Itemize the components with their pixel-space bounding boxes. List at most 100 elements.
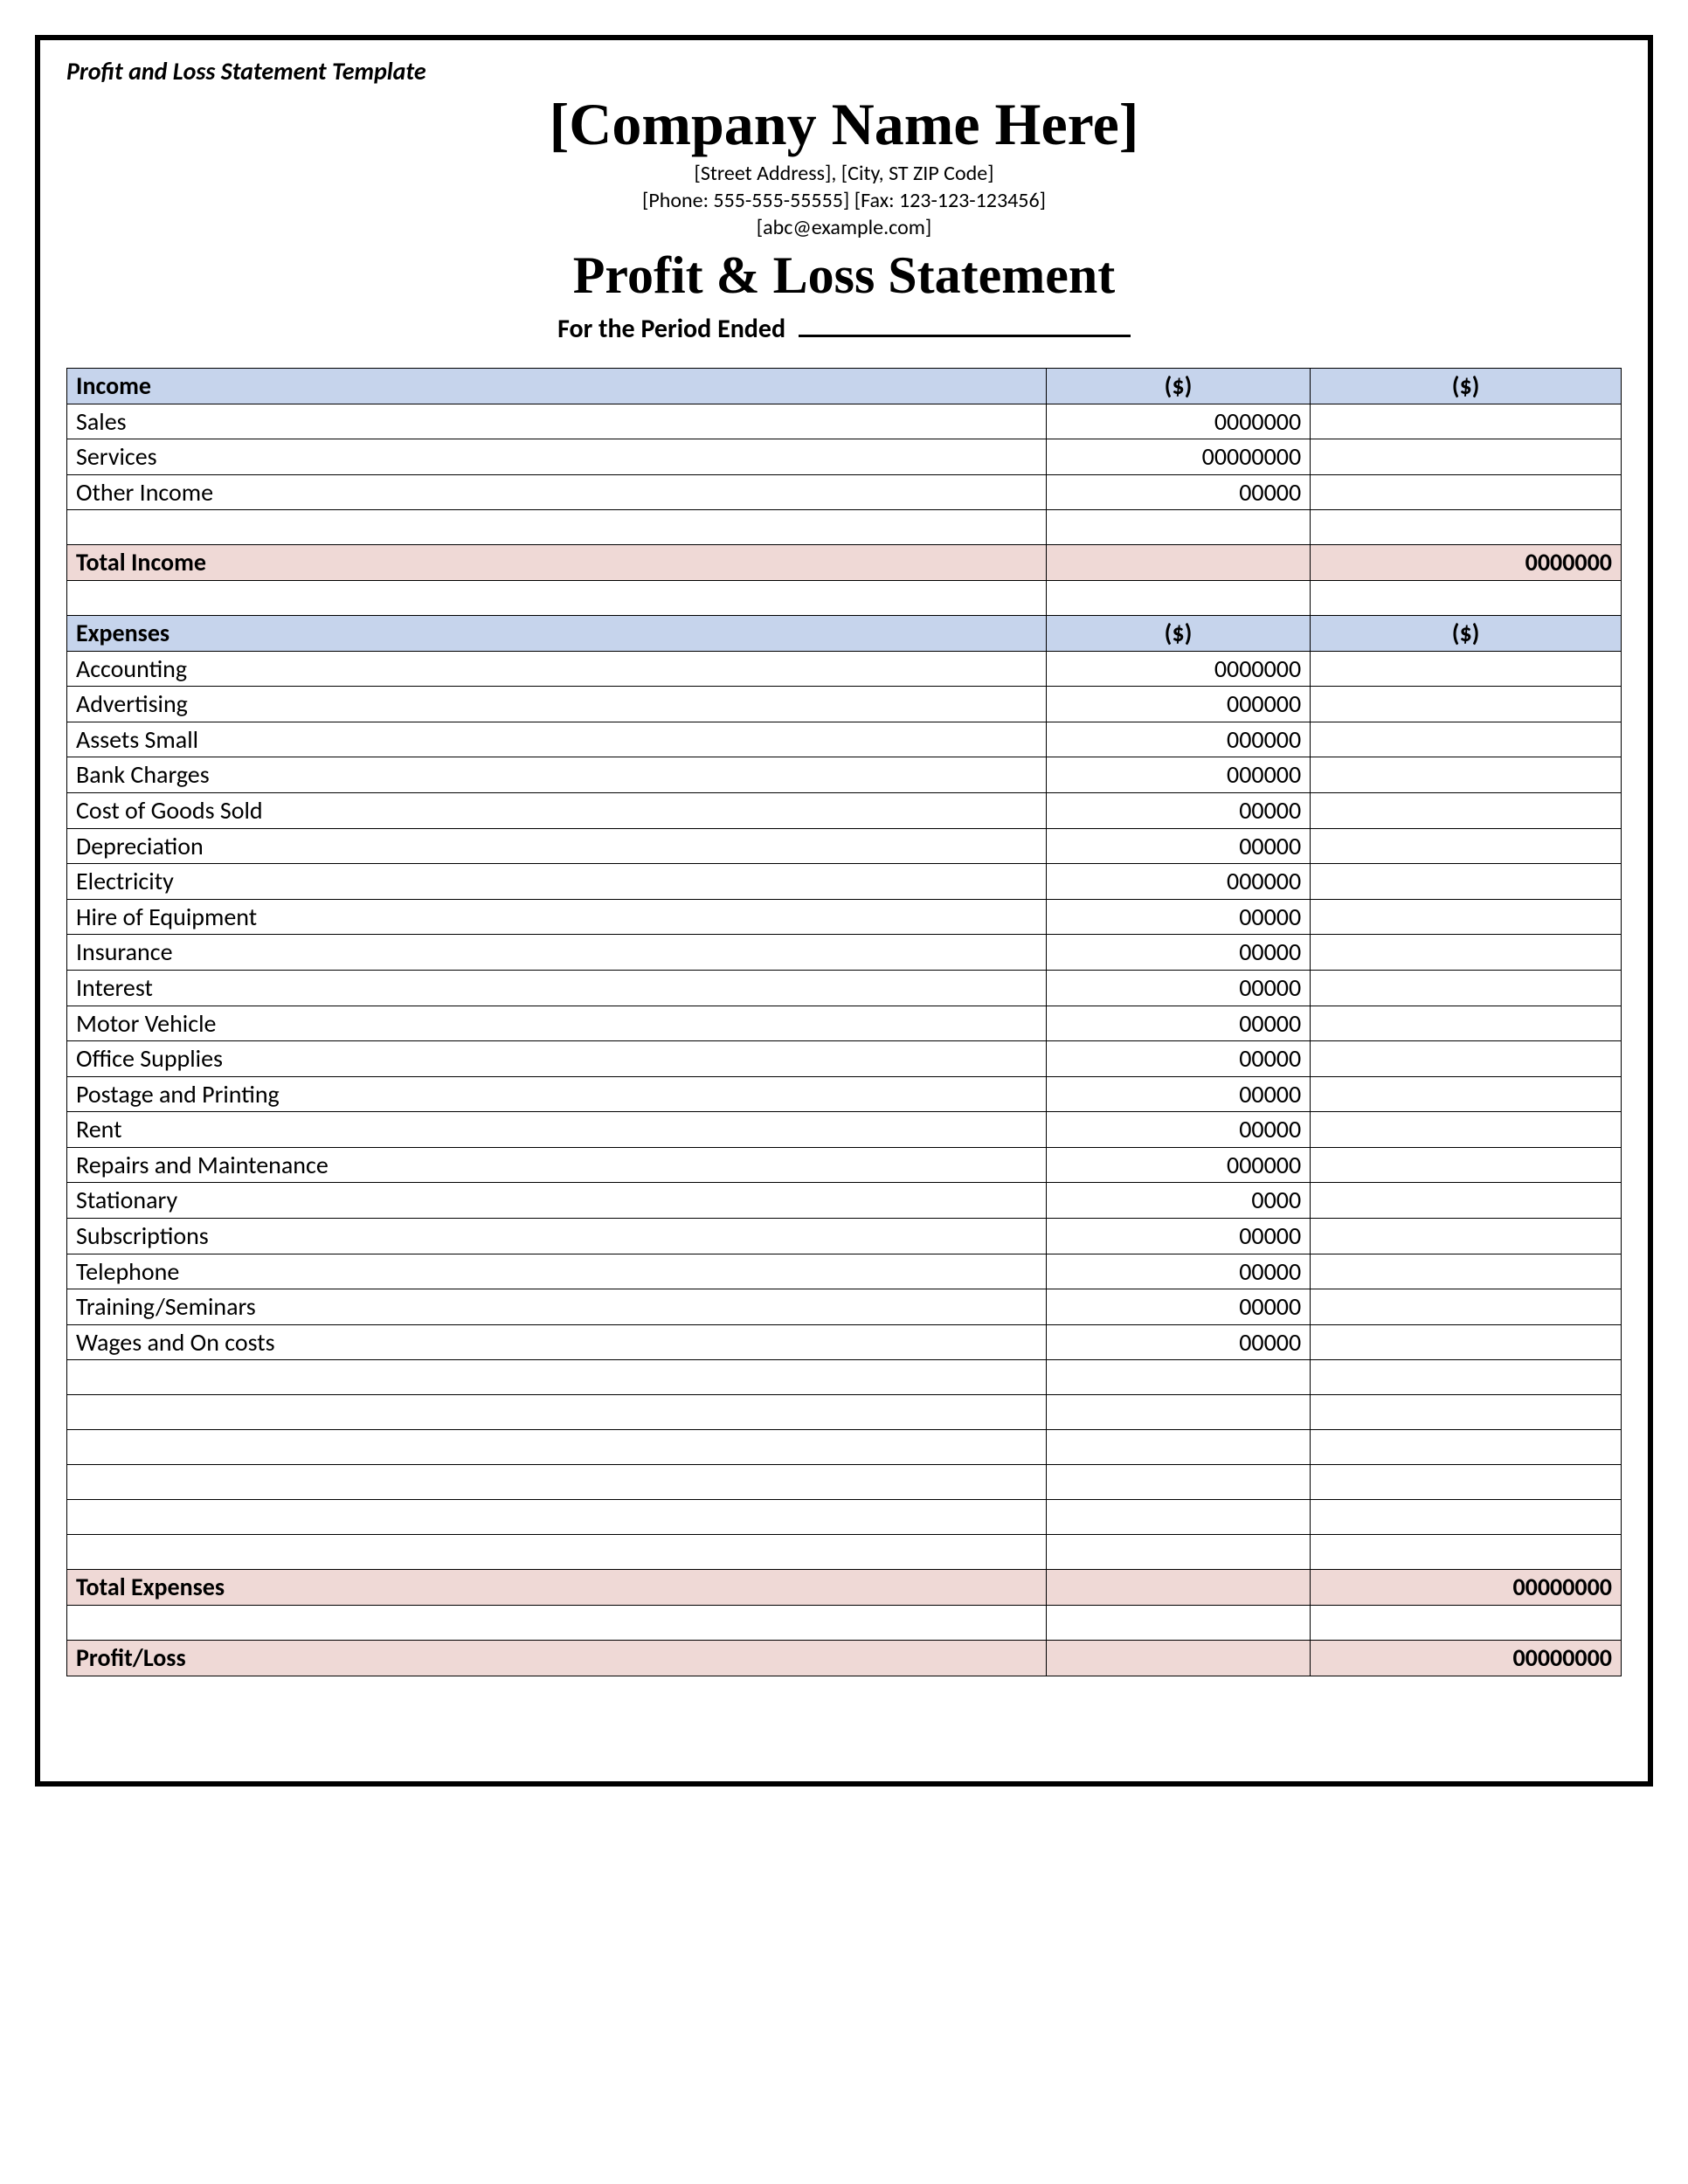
- expense-row-amount[interactable]: 00000: [1046, 1289, 1310, 1325]
- spacer: [67, 580, 1047, 615]
- spacer: [1046, 1606, 1310, 1641]
- expenses-table: Expenses($)($)Accounting0000000Advertisi…: [66, 615, 1622, 1676]
- expense-row-blank[interactable]: [1311, 970, 1622, 1006]
- expense-row-blank[interactable]: [1311, 1289, 1622, 1325]
- spacer: [1311, 1606, 1622, 1641]
- expense-row-amount[interactable]: 00000: [1046, 899, 1310, 935]
- expense-row-blank[interactable]: [1311, 1147, 1622, 1183]
- blank-cell[interactable]: [1046, 510, 1310, 545]
- blank-cell[interactable]: [1311, 1500, 1622, 1535]
- income-row-blank[interactable]: [1311, 474, 1622, 510]
- expense-row-amount[interactable]: 000000: [1046, 1147, 1310, 1183]
- income-row-amount[interactable]: 00000000: [1046, 439, 1310, 475]
- blank-cell[interactable]: [1046, 1500, 1310, 1535]
- period-fill-blank[interactable]: [799, 324, 1131, 337]
- blank-cell[interactable]: [67, 1430, 1047, 1465]
- expense-row-amount[interactable]: 00000: [1046, 1254, 1310, 1289]
- expense-row: Bank Charges000000: [67, 757, 1622, 793]
- blank-cell[interactable]: [1311, 510, 1622, 545]
- expense-row-amount[interactable]: 000000: [1046, 722, 1310, 757]
- income-total-label: Total Income: [67, 545, 1047, 581]
- income-blank-row: [67, 510, 1622, 545]
- blank-cell[interactable]: [1046, 1535, 1310, 1570]
- income-row: Sales0000000: [67, 404, 1622, 439]
- blank-cell[interactable]: [1311, 1395, 1622, 1430]
- expense-row-amount[interactable]: 000000: [1046, 687, 1310, 722]
- expense-row: Insurance00000: [67, 935, 1622, 971]
- expense-row-amount[interactable]: 00000: [1046, 1219, 1310, 1254]
- expense-row-amount[interactable]: 00000: [1046, 1006, 1310, 1041]
- expense-row-blank[interactable]: [1311, 1076, 1622, 1112]
- expense-row-blank[interactable]: [1311, 1112, 1622, 1148]
- expense-row-amount[interactable]: 0000: [1046, 1183, 1310, 1219]
- blank-cell[interactable]: [1046, 1360, 1310, 1395]
- blank-cell[interactable]: [1046, 1430, 1310, 1465]
- expense-row-blank[interactable]: [1311, 687, 1622, 722]
- expense-row-amount[interactable]: 000000: [1046, 757, 1310, 793]
- expense-row-blank[interactable]: [1311, 864, 1622, 900]
- blank-cell[interactable]: [67, 1500, 1047, 1535]
- expense-row: Advertising000000: [67, 687, 1622, 722]
- expenses-section-label: Expenses: [67, 615, 1047, 651]
- expense-row-label: Wages and On costs: [67, 1324, 1047, 1360]
- expense-row: Postage and Printing00000: [67, 1076, 1622, 1112]
- expense-row-blank[interactable]: [1311, 722, 1622, 757]
- income-row: Services00000000: [67, 439, 1622, 475]
- expense-row: Interest00000: [67, 970, 1622, 1006]
- blank-cell[interactable]: [67, 1465, 1047, 1500]
- income-row-amount[interactable]: 00000: [1046, 474, 1310, 510]
- expense-row-blank[interactable]: [1311, 1006, 1622, 1041]
- expenses-total-row: Total Expenses00000000: [67, 1570, 1622, 1606]
- period-line: For the Period Ended: [66, 313, 1622, 345]
- blank-cell[interactable]: [67, 510, 1047, 545]
- income-section-label: Income: [67, 369, 1047, 404]
- expenses-total-label: Total Expenses: [67, 1570, 1047, 1606]
- blank-cell[interactable]: [1311, 1430, 1622, 1465]
- template-label: Profit and Loss Statement Template: [66, 56, 1622, 86]
- expense-row-label: Postage and Printing: [67, 1076, 1047, 1112]
- expense-row-amount[interactable]: 000000: [1046, 864, 1310, 900]
- income-row-blank[interactable]: [1311, 439, 1622, 475]
- expenses-spacer: [67, 1606, 1622, 1641]
- expense-row-label: Assets Small: [67, 722, 1047, 757]
- expense-row: Accounting0000000: [67, 651, 1622, 687]
- expense-row-blank[interactable]: [1311, 1183, 1622, 1219]
- blank-cell[interactable]: [67, 1535, 1047, 1570]
- expense-row-label: Insurance: [67, 935, 1047, 971]
- expense-row-amount[interactable]: 00000: [1046, 792, 1310, 828]
- expense-row: Cost of Goods Sold00000: [67, 792, 1622, 828]
- income-total-blank: [1046, 545, 1310, 581]
- income-row-label: Sales: [67, 404, 1047, 439]
- expense-row-amount[interactable]: 00000: [1046, 1076, 1310, 1112]
- expense-row-blank[interactable]: [1311, 1041, 1622, 1077]
- expense-row-amount[interactable]: 00000: [1046, 970, 1310, 1006]
- blank-cell[interactable]: [67, 1360, 1047, 1395]
- income-header-row: Income($)($): [67, 369, 1622, 404]
- expense-row-blank[interactable]: [1311, 1254, 1622, 1289]
- expenses-header-row: Expenses($)($): [67, 615, 1622, 651]
- blank-cell[interactable]: [1311, 1360, 1622, 1395]
- expense-row-blank[interactable]: [1311, 792, 1622, 828]
- expense-row-amount[interactable]: 00000: [1046, 828, 1310, 864]
- expense-row-blank[interactable]: [1311, 1219, 1622, 1254]
- expense-row-blank[interactable]: [1311, 1324, 1622, 1360]
- blank-cell[interactable]: [1311, 1535, 1622, 1570]
- expense-row-blank[interactable]: [1311, 651, 1622, 687]
- expense-row-amount[interactable]: 00000: [1046, 1324, 1310, 1360]
- expense-row-blank[interactable]: [1311, 828, 1622, 864]
- expense-row-amount[interactable]: 00000: [1046, 1041, 1310, 1077]
- expense-row-blank[interactable]: [1311, 935, 1622, 971]
- income-row-amount[interactable]: 0000000: [1046, 404, 1310, 439]
- blank-cell[interactable]: [1046, 1465, 1310, 1500]
- expense-row-blank[interactable]: [1311, 899, 1622, 935]
- income-amount-header-1: ($): [1046, 369, 1310, 404]
- expense-row-amount[interactable]: 00000: [1046, 935, 1310, 971]
- expense-row-amount[interactable]: 0000000: [1046, 651, 1310, 687]
- expense-row: Stationary0000: [67, 1183, 1622, 1219]
- blank-cell[interactable]: [67, 1395, 1047, 1430]
- blank-cell[interactable]: [1311, 1465, 1622, 1500]
- expense-row-blank[interactable]: [1311, 757, 1622, 793]
- blank-cell[interactable]: [1046, 1395, 1310, 1430]
- expense-row-amount[interactable]: 00000: [1046, 1112, 1310, 1148]
- income-row-blank[interactable]: [1311, 404, 1622, 439]
